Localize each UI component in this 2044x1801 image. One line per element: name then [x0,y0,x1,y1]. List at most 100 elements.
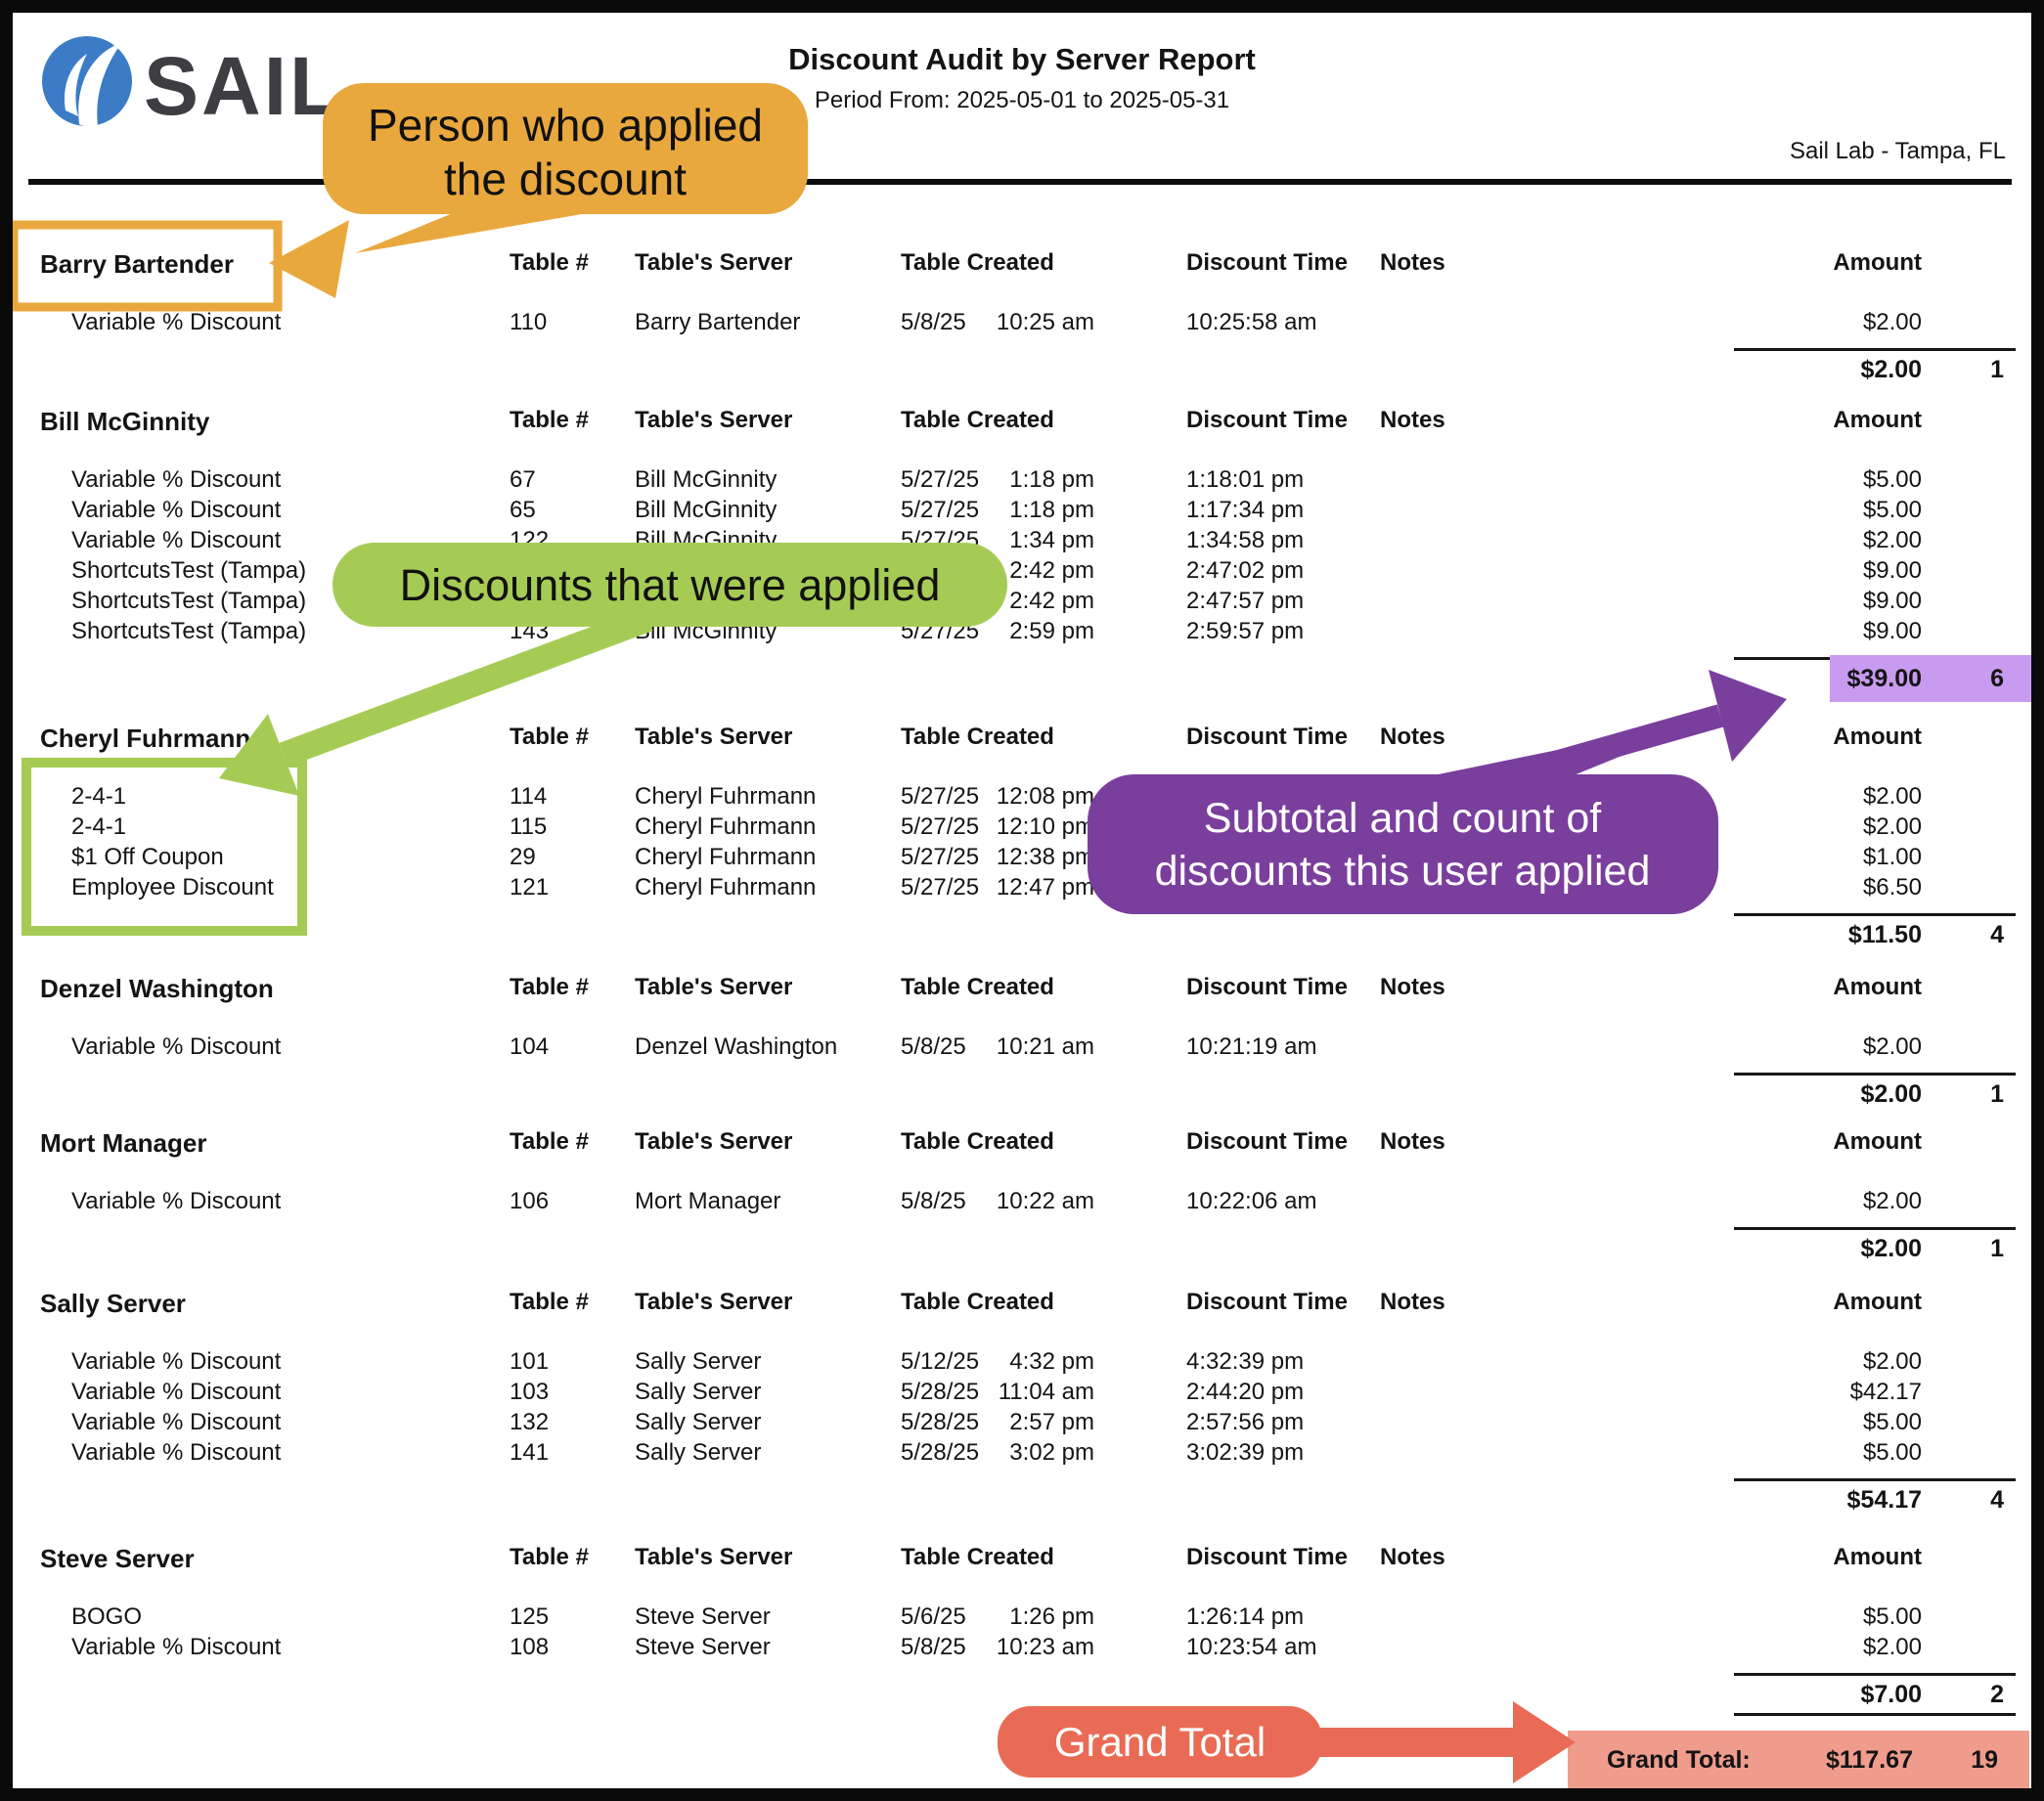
col-header-created: Table Created [901,407,1054,433]
cell-table-number: 103 [510,1379,550,1405]
col-header-notes: Notes [1380,407,1445,433]
logo-sail-large [78,42,122,128]
section-user-name: Sally Server [40,1289,186,1318]
discount-row: Variable % Discount 67 Bill McGinnity 5/… [13,466,2031,497]
discount-row: Variable % Discount 106 Mort Manager 5/8… [13,1188,2031,1218]
cell-amount: $2.00 [1862,1634,1922,1660]
cell-created-date: 5/27/25 [901,527,980,553]
subtotal-count: 1 [1990,1080,2004,1108]
col-header-table: Table # [510,724,589,750]
cell-table-number: 114 [510,783,548,810]
discount-row: 2-4-1 115 Cheryl Fuhrmann 5/27/25 12:10 … [13,813,2031,844]
section-header-row: Bill McGinnity Table # Table's Server Ta… [13,407,2031,436]
cell-table-server: Bill McGinnity [635,618,778,644]
discount-row: BOGO 125 Steve Server 5/6/25 1:26 pm 1:2… [13,1603,2031,1634]
cell-table-number: 29 [510,844,536,870]
cell-created-date: 5/8/25 [901,1188,966,1214]
subtotal-count: 1 [1990,356,2004,383]
col-header-table: Table # [510,1544,589,1570]
subtotal-row: $39.00 6 [13,655,2031,702]
cell-discount-name: Variable % Discount [71,497,282,523]
cell-discount-time: 10:25:58 am [1186,309,1317,335]
subtotal-count: 2 [1990,1681,2004,1708]
section-header-row: Mort Manager Table # Table's Server Tabl… [13,1128,2031,1158]
cell-created-date: 5/28/25 [901,1439,980,1466]
cell-discount-name: ShortcutsTest (Tampa) [71,588,307,614]
cell-created-date: 5/8/25 [901,1033,966,1060]
cell-amount: $9.00 [1862,618,1922,644]
cell-table-server: Sally Server [635,1348,762,1375]
subtotal-rule [1734,1478,2016,1481]
cell-amount: $5.00 [1862,1603,1922,1630]
subtotal-rule [1734,1673,2016,1676]
cell-discount-name: Variable % Discount [71,309,282,335]
grand-total-rule [1734,1713,2016,1716]
cell-amount: $2.00 [1862,1348,1922,1375]
cell-table-number: 143 [510,618,550,644]
cell-created-time: 2:42 pm [1009,557,1094,584]
cell-discount-time: 1:17:34 pm [1186,497,1305,523]
cell-amount: $5.00 [1862,466,1922,493]
cell-discount-name: Variable % Discount [71,1439,282,1466]
cell-amount: $6.50 [1862,874,1922,900]
section-user-name: Cheryl Fuhrmann [40,724,251,753]
subtotal-row: $2.00 1 [13,356,2031,385]
discount-row: Variable % Discount 101 Sally Server 5/1… [13,1348,2031,1379]
logo-text: SAIL [144,40,342,132]
col-header-amount: Amount [1833,1289,1922,1315]
col-header-amount: Amount [1833,249,1922,276]
cell-discount-name: Variable % Discount [71,1379,282,1405]
col-header-discount-time: Discount Time [1186,1289,1348,1315]
cell-discount-time: 10:21:19 am [1186,1033,1317,1060]
cell-created-date: 5/8/25 [901,1634,966,1660]
cell-table-server: Steve Server [635,1634,771,1660]
cell-discount-name: BOGO [71,1603,143,1630]
subtotal-amount: $7.00 [1860,1681,1922,1708]
subtotal-amount: $39.00 [1846,665,1922,692]
discount-row: Variable % Discount 65 Bill McGinnity 5/… [13,497,2031,527]
col-header-server: Table's Server [635,1289,793,1315]
section-header-row: Barry Bartender Table # Table's Server T… [13,249,2031,279]
cell-created-date: 5/6/25 [901,1603,966,1630]
grand-arrowhead [1513,1701,1576,1783]
col-header-amount: Amount [1833,1544,1922,1570]
cell-table-number: 108 [510,1634,550,1660]
col-header-amount: Amount [1833,974,1922,1000]
cell-discount-time: 2:57:56 pm [1186,1409,1305,1435]
section-header-row: Steve Server Table # Table's Server Tabl… [13,1544,2031,1573]
col-header-table: Table # [510,1128,589,1155]
section-rows: Variable % Discount 106 Mort Manager 5/8… [13,1188,2031,1218]
section-user-name: Bill McGinnity [40,407,210,436]
cell-discount-name: ShortcutsTest (Tampa) [71,557,307,584]
cell-discount-name: Variable % Discount [71,1634,282,1660]
section-user-name: Steve Server [40,1544,195,1573]
grand-total-count: 19 [1971,1746,1998,1774]
col-header-notes: Notes [1380,1544,1445,1570]
cell-created-date: 5/27/25 [901,618,980,644]
cell-table-number: 110 [510,309,548,335]
cell-table-number: 141 [510,1439,550,1466]
discount-row: Employee Discount 121 Cheryl Fuhrmann 5/… [13,874,2031,904]
discount-row: Variable % Discount 141 Sally Server 5/2… [13,1439,2031,1470]
server-section: Cheryl Fuhrmann Table # Table's Server T… [13,724,2031,950]
col-header-created: Table Created [901,1128,1054,1155]
cell-created-time: 12:38 pm [996,844,1094,870]
cell-discount-name: Variable % Discount [71,1188,282,1214]
cell-discount-time: 1:34:58 pm [1186,527,1305,553]
cell-table-number: 104 [510,1033,550,1060]
col-header-amount: Amount [1833,407,1922,433]
cell-table-number: 122 [510,527,550,553]
cell-created-time: 12:10 pm [996,813,1094,840]
cell-table-server: Sally Server [635,1379,762,1405]
server-section: Barry Bartender Table # Table's Server T… [13,249,2031,385]
section-user-name: Denzel Washington [40,974,274,1003]
col-header-created: Table Created [901,249,1054,276]
cell-table-number: 65 [510,497,536,523]
grand-total-row: Grand Total: $117.67 19 [1568,1731,2029,1788]
discount-row: Variable % Discount 132 Sally Server 5/2… [13,1409,2031,1439]
section-header-row: Cheryl Fuhrmann Table # Table's Server T… [13,724,2031,753]
cell-table-server: Cheryl Fuhrmann [635,783,817,810]
report-location: Sail Lab - Tampa, FL [1789,138,2006,164]
cell-amount: $2.00 [1862,527,1922,553]
cell-discount-time: 2:47:02 pm [1186,557,1305,584]
